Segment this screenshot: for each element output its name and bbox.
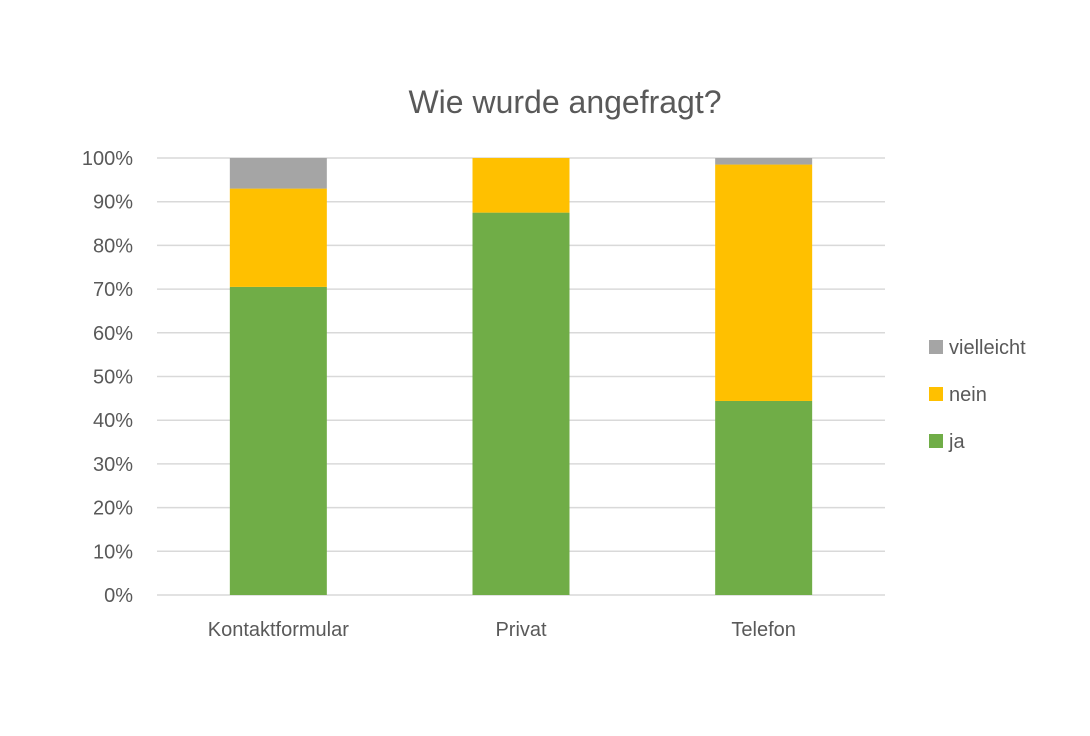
y-tick-label: 20% (93, 498, 133, 520)
y-tick-label: 10% (93, 541, 133, 563)
legend-swatch (929, 387, 943, 401)
y-tick-label: 80% (93, 235, 133, 257)
y-tick-label: 0% (104, 585, 133, 607)
legend-swatch (929, 340, 943, 354)
bar-segment-ja (229, 286, 327, 595)
y-axis: 0% 10% 20% 30% 40% 50% 60% 70% 80% 90% 100% (82, 148, 133, 607)
y-tick-label: 70% (93, 279, 133, 301)
bar-segment-ja (715, 400, 813, 595)
legend-label: vielleicht (949, 337, 1026, 359)
x-tick-label: Telefon (731, 619, 796, 641)
bar-segment-ja (472, 212, 570, 595)
bar-segment-vielleicht (229, 158, 327, 189)
bar-segment-vielleicht (715, 158, 813, 165)
y-tick-label: 100% (82, 148, 133, 170)
y-tick-label: 30% (93, 454, 133, 476)
y-tick-label: 90% (93, 192, 133, 214)
y-tick-label: 40% (93, 410, 133, 432)
y-tick-label: 50% (93, 367, 133, 389)
x-axis: Kontaktformular Privat Telefon (208, 619, 796, 641)
bar-segment-nein (229, 188, 327, 287)
bar-segment-nein (472, 158, 570, 213)
y-tick-label: 60% (93, 323, 133, 345)
x-tick-label: Kontaktformular (208, 619, 350, 641)
chart-title: Wie wurde angefragt? (408, 84, 721, 120)
legend: vielleicht nein ja (929, 337, 1026, 453)
bars (229, 158, 813, 595)
x-tick-label: Privat (495, 619, 547, 641)
legend-label: ja (948, 431, 965, 453)
legend-swatch (929, 434, 943, 448)
bar-segment-nein (715, 164, 813, 401)
legend-label: nein (949, 384, 987, 406)
